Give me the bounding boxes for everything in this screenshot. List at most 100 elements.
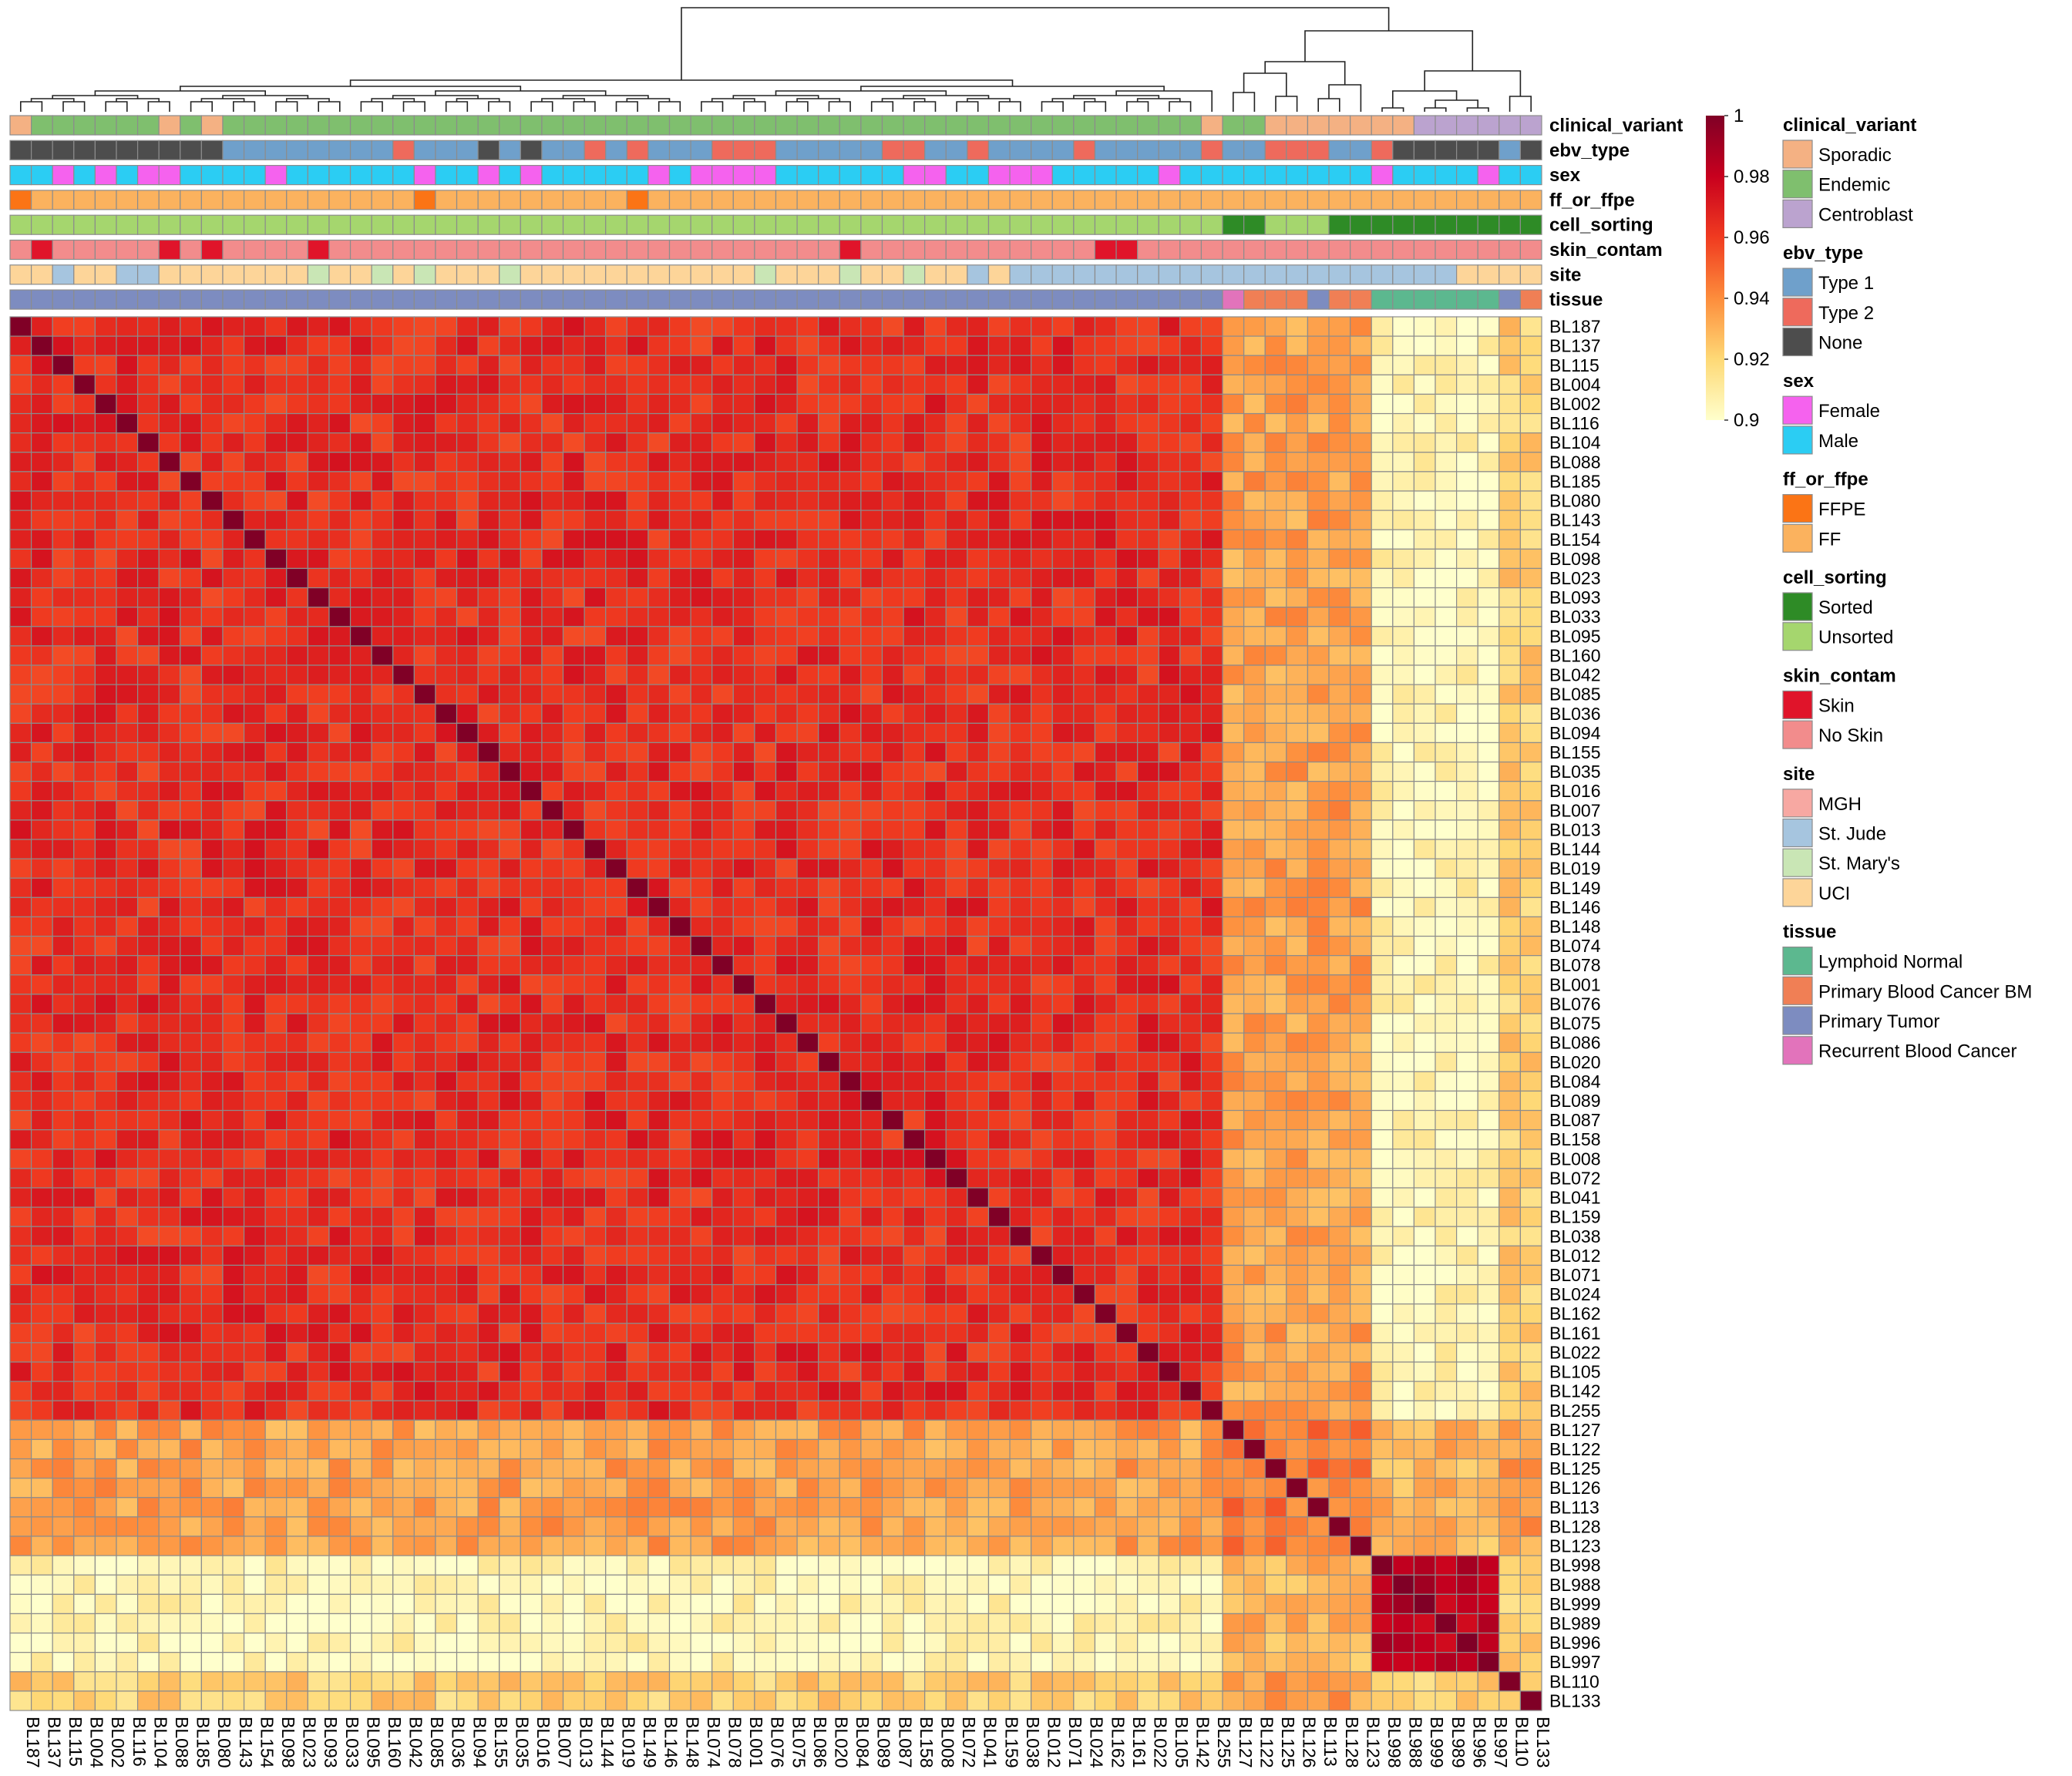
heatmap-cell bbox=[1137, 935, 1159, 957]
heatmap-cell bbox=[648, 374, 671, 395]
heatmap-cell bbox=[371, 1419, 394, 1441]
heatmap-cell bbox=[711, 587, 734, 608]
heatmap-cell bbox=[243, 393, 266, 415]
heatmap-cell bbox=[796, 1342, 819, 1363]
heatmap-cell bbox=[1137, 800, 1159, 821]
heatmap-cell bbox=[711, 529, 734, 550]
heatmap-cell bbox=[413, 1013, 436, 1034]
heatmap-cell bbox=[796, 510, 819, 530]
heatmap-cell bbox=[1222, 1090, 1245, 1112]
heatmap-cell bbox=[584, 877, 607, 898]
heatmap-cell bbox=[73, 1323, 96, 1344]
heatmap-cell bbox=[1307, 703, 1330, 724]
heatmap-cell bbox=[605, 374, 627, 395]
heatmap-cell bbox=[264, 645, 288, 666]
heatmap-cell bbox=[477, 1323, 500, 1344]
heatmap-cell bbox=[222, 896, 245, 918]
heatmap-cell bbox=[1392, 1168, 1415, 1189]
heatmap-cell bbox=[1477, 1245, 1500, 1266]
heatmap-cell bbox=[180, 800, 202, 821]
heatmap-cell bbox=[711, 1129, 734, 1150]
heatmap-cell bbox=[9, 548, 32, 570]
heatmap-cell bbox=[371, 1381, 394, 1401]
heatmap-cell bbox=[1435, 1342, 1458, 1363]
heatmap-cell bbox=[30, 1226, 53, 1246]
annotation-cell bbox=[94, 264, 117, 285]
heatmap-cell bbox=[860, 1090, 883, 1112]
heatmap-cell bbox=[200, 916, 224, 937]
heatmap-cell bbox=[1009, 1013, 1032, 1034]
annotation-cell bbox=[116, 190, 139, 210]
heatmap-cell bbox=[584, 316, 607, 337]
heatmap-cell bbox=[796, 1283, 819, 1305]
annotation-cell bbox=[9, 115, 32, 136]
heatmap-cell bbox=[796, 412, 819, 434]
heatmap-cell bbox=[349, 800, 372, 821]
heatmap-cell bbox=[711, 1458, 734, 1479]
heatmap-cell bbox=[243, 1051, 266, 1072]
heatmap-cell bbox=[987, 1206, 1011, 1227]
annotation-cell bbox=[796, 115, 819, 136]
heatmap-cell bbox=[690, 742, 713, 763]
heatmap-cell bbox=[1350, 1226, 1372, 1246]
heatmap-cell bbox=[1264, 335, 1287, 356]
heatmap-cell bbox=[1392, 1129, 1415, 1150]
annotation-cell bbox=[1435, 140, 1458, 160]
heatmap-cell bbox=[243, 529, 266, 550]
heatmap-cell bbox=[52, 510, 75, 530]
heatmap-cell bbox=[860, 1129, 883, 1150]
heatmap-cell bbox=[605, 567, 627, 589]
heatmap-cell bbox=[1435, 1051, 1458, 1072]
heatmap-cell bbox=[180, 1342, 202, 1363]
heatmap-cell bbox=[668, 529, 691, 550]
heatmap-cell bbox=[349, 412, 372, 434]
heatmap-cell bbox=[1179, 742, 1202, 763]
heatmap-cell bbox=[1073, 1129, 1096, 1150]
heatmap-cell bbox=[243, 471, 266, 492]
heatmap-cell bbox=[1137, 1226, 1159, 1246]
heatmap-cell bbox=[1009, 316, 1032, 337]
heatmap-cell bbox=[200, 1323, 224, 1344]
heatmap-cell bbox=[541, 1381, 564, 1401]
heatmap-cell bbox=[1456, 587, 1478, 608]
heatmap-cell bbox=[987, 1264, 1011, 1286]
heatmap-cell bbox=[73, 974, 96, 995]
heatmap-cell bbox=[924, 722, 947, 744]
heatmap-cell bbox=[94, 974, 117, 995]
heatmap-cell bbox=[562, 974, 585, 995]
heatmap-cell bbox=[371, 1187, 394, 1208]
heatmap-cell bbox=[1519, 1013, 1542, 1034]
heatmap-cell bbox=[264, 1303, 288, 1324]
heatmap-cell bbox=[711, 1323, 734, 1344]
heatmap-cell bbox=[1009, 1283, 1032, 1305]
annotation-cell bbox=[1179, 239, 1202, 261]
heatmap-cell bbox=[328, 355, 352, 375]
heatmap-cell bbox=[1498, 974, 1522, 995]
annotation-cell bbox=[668, 140, 691, 160]
heatmap-cell bbox=[1264, 548, 1287, 570]
heatmap-cell bbox=[222, 1419, 245, 1441]
heatmap-cell bbox=[1137, 664, 1159, 685]
heatmap-cell bbox=[860, 432, 883, 453]
annotation-cell bbox=[94, 214, 117, 235]
heatmap-cell bbox=[1392, 1438, 1415, 1460]
heatmap-cell bbox=[222, 684, 245, 705]
annotation-cell bbox=[1413, 165, 1436, 186]
heatmap-cell bbox=[626, 587, 649, 608]
heatmap-cell bbox=[1264, 1051, 1287, 1072]
heatmap-cell bbox=[584, 819, 607, 840]
heatmap-cell bbox=[94, 1303, 117, 1324]
heatmap-cell bbox=[1456, 548, 1478, 570]
heatmap-cell bbox=[541, 1149, 564, 1169]
heatmap-cell bbox=[1051, 664, 1075, 685]
heatmap-cell bbox=[1115, 393, 1139, 415]
heatmap-cell bbox=[1413, 1206, 1436, 1227]
heatmap-cell bbox=[1137, 1109, 1159, 1131]
heatmap-cell bbox=[1179, 1245, 1202, 1266]
annotation-cell bbox=[775, 239, 798, 261]
heatmap-cell bbox=[1137, 1264, 1159, 1286]
heatmap-cell bbox=[499, 607, 521, 627]
heatmap-cell bbox=[456, 1381, 479, 1401]
annotation-cell bbox=[1031, 140, 1053, 160]
heatmap-cell bbox=[307, 974, 330, 995]
